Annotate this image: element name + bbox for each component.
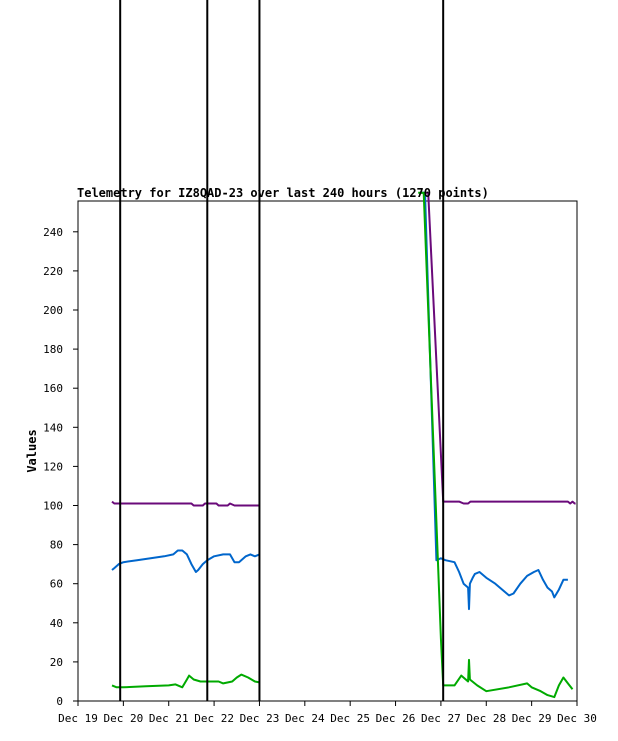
x-tick-label: Dec 25	[330, 712, 370, 725]
y-axis-label: Values	[25, 429, 39, 472]
series-line-2	[111, 191, 568, 611]
x-tick-label: Dec 26	[376, 712, 416, 725]
y-axis: 0 20 40 60 80 100 120 140 160 180 200 220 240	[43, 226, 78, 708]
y-tick-label: 120	[43, 460, 63, 473]
y-tick-label: 0	[56, 695, 63, 708]
y-tick-label: 180	[43, 343, 63, 356]
plot-frame	[77, 200, 578, 702]
x-tick-label: Dec 24	[285, 712, 325, 725]
y-tick-label: 100	[43, 500, 63, 513]
x-tick-label: Dec 20	[103, 712, 143, 725]
y-tick-label: 140	[43, 421, 63, 434]
x-tick-label: Dec 23	[240, 712, 280, 725]
x-axis: Dec 19 Dec 20 Dec 21 Dec 22 Dec 23 Dec 24 Dec …	[58, 701, 597, 725]
x-tick-label: Dec 28	[466, 712, 506, 725]
x-tick-label: Dec 27	[421, 712, 461, 725]
x-tick-label: Dec 22	[194, 712, 234, 725]
x-tick-label: Dec 30	[557, 712, 597, 725]
y-tick-label: 160	[43, 382, 63, 395]
x-tick-label: Dec 21	[149, 712, 189, 725]
chart-title: Telemetry for IZ8QAD-23 over last 240 ho…	[77, 186, 489, 200]
x-tick-label: Dec 29	[512, 712, 552, 725]
x-tick-label: Dec 19	[58, 712, 98, 725]
y-tick-label: 240	[43, 226, 63, 239]
y-tick-label: 200	[43, 304, 63, 317]
series-line-1	[111, 191, 576, 507]
y-tick-label: 20	[50, 656, 63, 669]
y-tick-label: 220	[43, 265, 63, 278]
y-tick-label: 40	[50, 617, 63, 630]
vertical-lines	[119, 0, 445, 701]
y-tick-label: 60	[50, 578, 63, 591]
series-layer	[111, 191, 576, 699]
y-tick-label: 80	[50, 539, 63, 552]
series-line-3	[111, 191, 574, 699]
